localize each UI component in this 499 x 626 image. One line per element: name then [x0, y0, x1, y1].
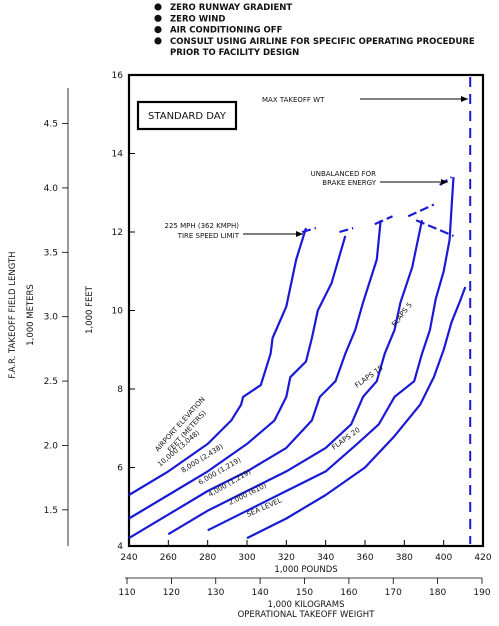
max-takeoff-wt-arrowhead: [461, 96, 468, 102]
y-tick-label: 14: [112, 150, 124, 160]
y2-tick-label: 3.0: [44, 313, 59, 323]
tire-speed-label-line1: 225 MPH (362 KMPH): [165, 222, 240, 230]
x2-tick-label: 180: [429, 588, 446, 598]
y2-tick-label: 4.5: [44, 120, 58, 130]
flaps-5-label: FLAPS 5: [390, 301, 414, 328]
x-tick-label: 420: [474, 553, 491, 563]
x2-tick-label: 170: [385, 588, 402, 598]
y-tick-label: 16: [112, 71, 124, 81]
y-tick-label: 8: [117, 385, 123, 395]
standard-day-box: STANDARD DAY: [136, 100, 238, 131]
limit-segment: [301, 227, 317, 234]
series-lines: [128, 177, 467, 540]
y2-tick-label: 2.5: [44, 377, 58, 387]
note-text: AIR CONDITIONING OFF: [170, 26, 283, 36]
note-bullet: [154, 26, 162, 34]
note-bullet: [154, 3, 162, 11]
y2-tick-label: 4.0: [44, 184, 59, 194]
tire-speed-limit-lines: [301, 176, 454, 237]
x2-tick-label: 190: [473, 588, 490, 598]
note-bullet: [154, 14, 162, 22]
series-line: [128, 227, 308, 496]
x2-tick-label: 120: [163, 588, 180, 598]
note-text: CONSULT USING AIRLINE FOR SPECIFIC OPERA…: [170, 37, 475, 47]
tire-speed-arrowhead: [296, 231, 303, 237]
y2-tick-label: 2.0: [44, 441, 59, 451]
chart-title: STANDARD DAY: [148, 111, 227, 122]
y-axis-title: 1,000 FEET: [85, 285, 95, 334]
x-tick-label: 320: [278, 553, 295, 563]
limit-segment: [339, 227, 354, 234]
x2-tick-label: 110: [118, 588, 135, 598]
x2-tick-label: 150: [296, 588, 313, 598]
unbalanced-label-line2: BRAKE ENERGY: [322, 179, 376, 187]
note-text: PRIOR TO FACILITY DESIGN: [170, 48, 299, 58]
y-tick-label: 6: [117, 464, 123, 474]
x-tick-label: 360: [356, 553, 373, 563]
y2-axis-title-line2: 1,000 METERS: [26, 284, 36, 346]
x-tick-label: 340: [317, 553, 334, 563]
standard-day-frame: [136, 100, 238, 131]
y2-tick-label: 1.5: [44, 506, 58, 516]
y-tick-label: 4: [117, 542, 123, 552]
x2-axis-ticks: 110 120 130 140 150 160 170 180 190: [118, 578, 491, 598]
y2-tick-label: 3.5: [44, 248, 58, 258]
x2-axis-title-line2: OPERATIONAL TAKEOFF WEIGHT: [238, 610, 376, 620]
limit-segment: [415, 219, 454, 237]
x-tick-label: 280: [199, 553, 216, 563]
series-line: [128, 220, 382, 540]
series-line: [128, 235, 347, 520]
axis-ticks: 240 260 280 300 320 340 360 380 400 420 4 6 8 10 12 14 1…: [112, 71, 492, 563]
max-takeoff-wt-label: MAX TAKEOFF WT: [262, 96, 325, 104]
x-axis-title: 1,000 POUNDS: [274, 565, 337, 575]
y2-axis-ticks: 1.5 2.0 2.5 3.0 3.5 4.0 4.5: [44, 120, 68, 516]
x-tick-label: 240: [120, 553, 137, 563]
y2-axis-title-line1: F.A.R. TAKEOFF FIELD LENGTH: [8, 251, 18, 378]
x-tick-label: 380: [396, 553, 413, 563]
series-line: [207, 177, 455, 532]
note-bullet: [154, 37, 162, 45]
limit-segment: [407, 203, 435, 218]
series-line: [167, 219, 424, 536]
x-tick-label: 400: [435, 553, 452, 563]
x-tick-label: 300: [238, 553, 255, 563]
x-tick-label: 260: [160, 553, 177, 563]
elevation-header: AIRPORT ELEVATION FEET (METERS): [154, 395, 209, 454]
y-tick-label: 12: [112, 228, 123, 238]
series-line: [246, 286, 467, 540]
tire-speed-label-line2: TIRE SPEED LIMIT: [177, 232, 240, 240]
plot-frame: [127, 73, 485, 548]
unbalanced-label-line1: UNBALANCED FOR: [311, 170, 376, 178]
flaps-15-label: FLAPS 15: [353, 364, 384, 390]
x2-tick-label: 130: [207, 588, 224, 598]
x2-tick-label: 160: [340, 588, 357, 598]
unbalanced-arrowhead: [441, 179, 448, 185]
y-tick-label: 10: [112, 307, 124, 317]
x2-tick-label: 140: [252, 588, 269, 598]
limit-segment: [374, 215, 393, 226]
note-text: ZERO WIND: [170, 14, 225, 24]
x2-axis-title-line1: 1,000 KILOGRAMS: [268, 600, 345, 610]
note-text: ZERO RUNWAY GRADIENT: [170, 3, 292, 13]
